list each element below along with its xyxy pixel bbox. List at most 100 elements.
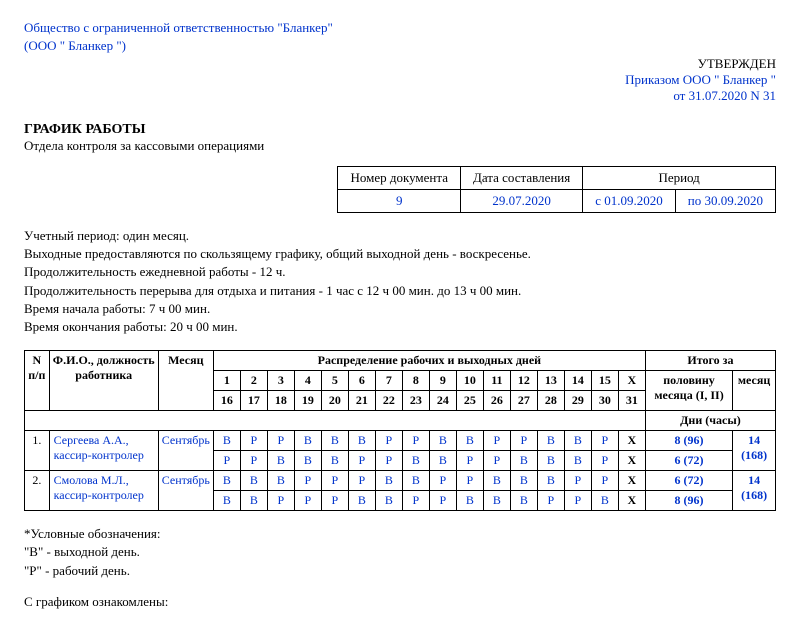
day-cell-x: X xyxy=(618,431,645,451)
meta-header-date: Дата составления xyxy=(460,167,582,190)
day-cell: Р xyxy=(348,471,375,491)
half-total: 8 (96) xyxy=(645,431,732,451)
day-cell: Р xyxy=(240,431,267,451)
day-header: 7 xyxy=(375,371,402,391)
day-cell: В xyxy=(348,431,375,451)
acknowledgement: С графиком ознакомлены: xyxy=(24,594,776,610)
day-cell: В xyxy=(537,431,564,451)
half-total: 6 (72) xyxy=(645,451,732,471)
day-header: 31 xyxy=(618,391,645,411)
day-header: 14 xyxy=(564,371,591,391)
day-header: 10 xyxy=(456,371,483,391)
day-header: 2 xyxy=(240,371,267,391)
note-line: Выходные предоставляются по скользящему … xyxy=(24,245,776,263)
day-cell: В xyxy=(429,431,456,451)
day-cell: Р xyxy=(240,451,267,471)
col-month-total: месяц xyxy=(733,371,776,411)
day-cell: Р xyxy=(429,491,456,511)
day-cell: Р xyxy=(591,451,618,471)
day-header: 21 xyxy=(348,391,375,411)
page-subtitle: Отдела контроля за кассовыми операциями xyxy=(24,138,776,154)
day-cell: В xyxy=(510,451,537,471)
day-cell: Р xyxy=(321,491,348,511)
day-cell: В xyxy=(483,491,510,511)
org-short-name: (ООО " Бланкер ") xyxy=(24,38,776,54)
col-total: Итого за xyxy=(645,351,775,371)
day-header: 8 xyxy=(402,371,429,391)
day-cell: В xyxy=(213,431,240,451)
day-cell: В xyxy=(564,431,591,451)
org-full-name: Общество с ограниченной ответственностью… xyxy=(24,20,776,36)
day-cell: В xyxy=(564,451,591,471)
day-header: 18 xyxy=(267,391,294,411)
day-header: 4 xyxy=(294,371,321,391)
day-cell-x: X xyxy=(618,491,645,511)
day-cell: Р xyxy=(267,431,294,451)
approval-order-date: от 31.07.2020 N 31 xyxy=(24,88,776,104)
col-fio: Ф.И.О., должность работника xyxy=(49,351,158,411)
notes-block: Учетный период: один месяц. Выходные пре… xyxy=(24,227,776,336)
day-cell: Р xyxy=(213,451,240,471)
day-cell: Р xyxy=(564,491,591,511)
meta-table: Номер документа Дата составления Период … xyxy=(337,166,776,213)
approved-label: УТВЕРЖДЕН xyxy=(24,56,776,72)
day-header: 11 xyxy=(483,371,510,391)
schedule-table: N п/п Ф.И.О., должность работника Месяц … xyxy=(24,350,776,511)
day-cell: В xyxy=(483,471,510,491)
col-month: Месяц xyxy=(158,351,213,411)
row-fio: Сергеева А.А., кассир-контролер xyxy=(49,431,158,471)
day-header: 27 xyxy=(510,391,537,411)
day-cell: В xyxy=(294,431,321,451)
page-title: ГРАФИК РАБОТЫ xyxy=(24,122,776,138)
day-cell: Р xyxy=(294,491,321,511)
day-cell: В xyxy=(240,471,267,491)
note-line: Время начала работы: 7 ч 00 мин. xyxy=(24,300,776,318)
meta-header-docnum: Номер документа xyxy=(338,167,461,190)
day-header: 5 xyxy=(321,371,348,391)
day-cell: Р xyxy=(483,431,510,451)
row-month: Сентябрь xyxy=(158,431,213,471)
day-header: X xyxy=(618,371,645,391)
day-cell: В xyxy=(375,471,402,491)
day-header: 20 xyxy=(321,391,348,411)
day-cell: В xyxy=(267,471,294,491)
approval-order: Приказом ООО " Бланкер " xyxy=(24,72,776,88)
day-cell-x: X xyxy=(618,451,645,471)
month-total: 14 (168) xyxy=(733,471,776,511)
day-header: 30 xyxy=(591,391,618,411)
month-total: 14 (168) xyxy=(733,431,776,471)
day-cell: Р xyxy=(456,471,483,491)
meta-period-to: по 30.09.2020 xyxy=(675,190,775,213)
day-cell: Р xyxy=(510,431,537,451)
day-cell: Р xyxy=(267,491,294,511)
legend-line: "В" - выходной день. xyxy=(24,543,776,561)
day-cell: В xyxy=(267,451,294,471)
day-cell: Р xyxy=(456,451,483,471)
note-line: Продолжительность перерыва для отдыха и … xyxy=(24,282,776,300)
note-line: Продолжительность ежедневной работы - 12… xyxy=(24,263,776,281)
day-header: 9 xyxy=(429,371,456,391)
row-fio: Смолова М.Л., кассир-контролер xyxy=(49,471,158,511)
day-cell: Р xyxy=(375,451,402,471)
day-cell: Р xyxy=(564,471,591,491)
day-cell: В xyxy=(213,471,240,491)
day-header: 3 xyxy=(267,371,294,391)
day-cell: Р xyxy=(402,491,429,511)
day-header: 16 xyxy=(213,391,240,411)
col-days-hours: Дни (часы) xyxy=(645,411,775,431)
note-line: Учетный период: один месяц. xyxy=(24,227,776,245)
day-header: 15 xyxy=(591,371,618,391)
legend-line: *Условные обозначения: xyxy=(24,525,776,543)
day-cell: В xyxy=(537,471,564,491)
legend-block: *Условные обозначения: "В" - выходной де… xyxy=(24,525,776,580)
meta-date: 29.07.2020 xyxy=(460,190,582,213)
day-header: 29 xyxy=(564,391,591,411)
day-header: 28 xyxy=(537,391,564,411)
day-header: 25 xyxy=(456,391,483,411)
day-cell: Р xyxy=(402,431,429,451)
col-dist: Распределение рабочих и выходных дней xyxy=(213,351,645,371)
day-cell: Р xyxy=(429,471,456,491)
day-cell: В xyxy=(321,451,348,471)
day-header: 26 xyxy=(483,391,510,411)
day-header: 1 xyxy=(213,371,240,391)
